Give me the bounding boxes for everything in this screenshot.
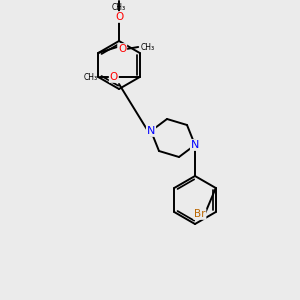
- Text: N: N: [147, 126, 155, 136]
- Text: O: O: [118, 44, 126, 54]
- Text: O: O: [110, 72, 118, 82]
- Text: Br: Br: [194, 209, 206, 219]
- Text: CH₃: CH₃: [112, 3, 126, 12]
- Text: CH₃: CH₃: [84, 73, 98, 82]
- Text: O: O: [115, 12, 123, 22]
- Text: CH₃: CH₃: [140, 43, 154, 52]
- Text: N: N: [191, 140, 199, 150]
